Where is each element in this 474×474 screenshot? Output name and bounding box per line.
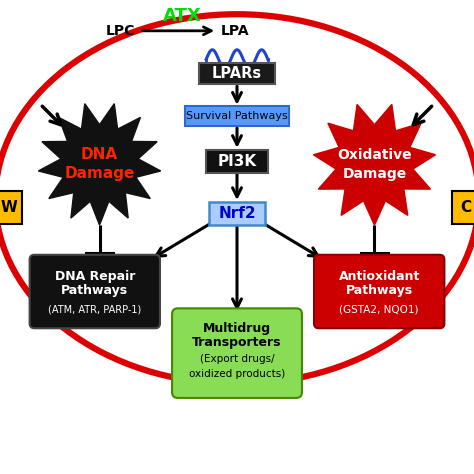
Text: PI3K: PI3K [218, 154, 256, 169]
Text: Damage: Damage [342, 167, 407, 181]
Text: Multidrug: Multidrug [203, 322, 271, 335]
Text: Oxidative: Oxidative [337, 148, 412, 162]
Text: (Export drugs/: (Export drugs/ [200, 354, 274, 365]
Text: (GSTA2, NQO1): (GSTA2, NQO1) [339, 304, 419, 314]
FancyBboxPatch shape [30, 255, 160, 328]
FancyBboxPatch shape [0, 191, 22, 224]
Text: LPARs: LPARs [212, 66, 262, 81]
Text: ATX: ATX [163, 7, 202, 25]
Text: W: W [0, 200, 17, 215]
FancyBboxPatch shape [200, 63, 275, 84]
Text: C: C [460, 200, 471, 215]
Text: Pathways: Pathways [61, 284, 128, 297]
Text: Damage: Damage [64, 166, 135, 182]
FancyBboxPatch shape [207, 150, 267, 173]
Text: DNA Repair: DNA Repair [55, 270, 135, 283]
Text: DNA: DNA [81, 147, 118, 163]
Text: Nrf2: Nrf2 [218, 206, 256, 221]
Text: LPA: LPA [220, 24, 249, 38]
Text: Transporters: Transporters [192, 336, 282, 349]
Text: Pathways: Pathways [346, 284, 413, 297]
Text: LPC: LPC [106, 24, 135, 38]
Text: Survival Pathways: Survival Pathways [186, 111, 288, 121]
Text: Antioxidant: Antioxidant [338, 270, 420, 283]
FancyBboxPatch shape [172, 309, 302, 398]
FancyBboxPatch shape [209, 202, 265, 225]
Text: oxidized products): oxidized products) [189, 368, 285, 379]
FancyBboxPatch shape [185, 106, 289, 126]
Polygon shape [38, 104, 161, 225]
Text: (ATM, ATR, PARP-1): (ATM, ATR, PARP-1) [48, 304, 141, 314]
FancyBboxPatch shape [314, 255, 445, 328]
FancyBboxPatch shape [452, 191, 474, 224]
Polygon shape [313, 104, 436, 225]
